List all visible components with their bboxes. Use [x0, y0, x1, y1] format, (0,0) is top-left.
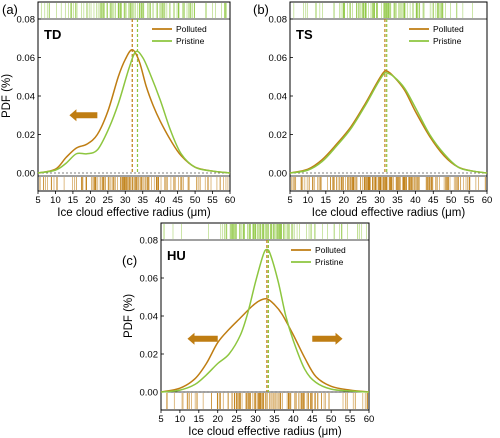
y-tick-label: 0.00: [269, 169, 288, 180]
legend-label: Polluted: [315, 245, 346, 255]
x-tick-label: 35: [137, 195, 148, 206]
x-tick-label: 25: [103, 195, 114, 206]
y-tick-label: 0.02: [17, 130, 36, 141]
legend-label: Pristine: [433, 36, 462, 46]
x-tick-label: 55: [345, 414, 356, 425]
y-tick-label: 0.04: [140, 312, 159, 323]
x-tick-label: 10: [303, 195, 314, 206]
x-tick-label: 5: [158, 414, 163, 425]
y-tick-label: 0.08: [17, 15, 36, 26]
legend-label: Polluted: [176, 24, 207, 34]
x-tick-label: 55: [207, 195, 218, 206]
x-tick-label: 50: [326, 414, 337, 425]
x-tick-label: 45: [307, 414, 318, 425]
x-tick-label: 5: [35, 195, 40, 206]
y-tick-label: 0.00: [140, 388, 159, 399]
y-tick-label: 0.02: [140, 350, 159, 361]
x-tick-label: 5: [287, 195, 292, 206]
panel-label: (c): [122, 253, 137, 268]
x-tick-label: 40: [410, 195, 421, 206]
x-tick-label: 45: [172, 195, 183, 206]
y-tick-label: 0.02: [269, 130, 288, 141]
region-label: TD: [44, 27, 61, 42]
y-tick-label: 0.08: [269, 15, 288, 26]
pdf-line-pristine: [160, 248, 370, 393]
y-tick-label: 0.06: [140, 274, 159, 285]
legend-label: Polluted: [433, 24, 464, 34]
pdf-line-pristine: [37, 50, 231, 174]
x-tick-label: 20: [212, 414, 223, 425]
x-tick-label: 50: [190, 195, 201, 206]
y-tick-label: 0.06: [269, 53, 288, 64]
y-axis-title: PDF (%): [123, 294, 135, 338]
x-tick-label: 15: [321, 195, 332, 206]
x-tick-label: 35: [392, 195, 403, 206]
x-axis-title: Ice cloud effective radius (μm): [312, 207, 466, 219]
x-tick-label: 25: [231, 414, 242, 425]
y-tick-label: 0.00: [17, 169, 36, 180]
pdf-line-polluted: [37, 49, 231, 174]
x-tick-label: 10: [175, 414, 186, 425]
chart-panel-2: 0.00 0.02 0.04 0.06 0.08 5 10 15 20 25 30 35 40 45 50 5…: [122, 222, 375, 438]
x-tick-label: 35: [269, 414, 280, 425]
x-tick-label: 20: [338, 195, 349, 206]
x-tick-label: 60: [225, 195, 236, 206]
y-tick-label: 0.08: [140, 236, 159, 247]
panel-label: (b): [253, 2, 269, 17]
pdf-line-polluted: [160, 297, 370, 393]
arrow-left-icon: [69, 109, 98, 122]
pdf-line-pristine: [289, 72, 488, 174]
x-tick-label: 45: [428, 195, 439, 206]
x-tick-label: 40: [288, 414, 299, 425]
axes-frame: [160, 222, 370, 411]
x-tick-label: 55: [464, 195, 475, 206]
arrow-left-icon: [187, 332, 218, 345]
arrow-right-icon: [312, 332, 343, 345]
x-tick-label: 50: [446, 195, 457, 206]
x-tick-label: 60: [364, 414, 375, 425]
chart-panel-0: 0.00 0.02 0.04 0.06 0.08 5 10 15 20 25 30 35 40 45 50 5…: [1, 1, 236, 219]
x-tick-label: 60: [482, 195, 493, 206]
x-axis-title: Ice cloud effective radius (μm): [57, 207, 211, 219]
x-tick-label: 10: [50, 195, 61, 206]
legend-label: Pristine: [315, 257, 344, 267]
y-axis-title: PDF (%): [1, 74, 13, 118]
axes-frame: [37, 1, 231, 192]
region-label: HU: [167, 248, 186, 263]
x-axis-title: Ice cloud effective radius (μm): [188, 426, 342, 438]
chart-panel-1: 0.00 0.02 0.04 0.06 0.08 5 10 15 20 25 30 35 40 45 50 5…: [253, 1, 493, 219]
x-tick-label: 15: [68, 195, 79, 206]
y-tick-label: 0.04: [269, 92, 288, 103]
x-tick-label: 40: [155, 195, 166, 206]
x-tick-label: 20: [85, 195, 96, 206]
x-tick-label: 30: [120, 195, 131, 206]
x-tick-label: 25: [356, 195, 367, 206]
panel-label: (a): [2, 2, 18, 17]
legend-label: Pristine: [176, 36, 205, 46]
x-tick-label: 30: [250, 414, 261, 425]
y-tick-label: 0.04: [17, 92, 36, 103]
x-tick-label: 15: [194, 414, 205, 425]
axes-frame: [289, 1, 488, 192]
x-tick-label: 30: [374, 195, 385, 206]
region-label: TS: [296, 27, 313, 42]
pdf-line-polluted: [289, 69, 488, 174]
y-tick-label: 0.06: [17, 53, 36, 64]
